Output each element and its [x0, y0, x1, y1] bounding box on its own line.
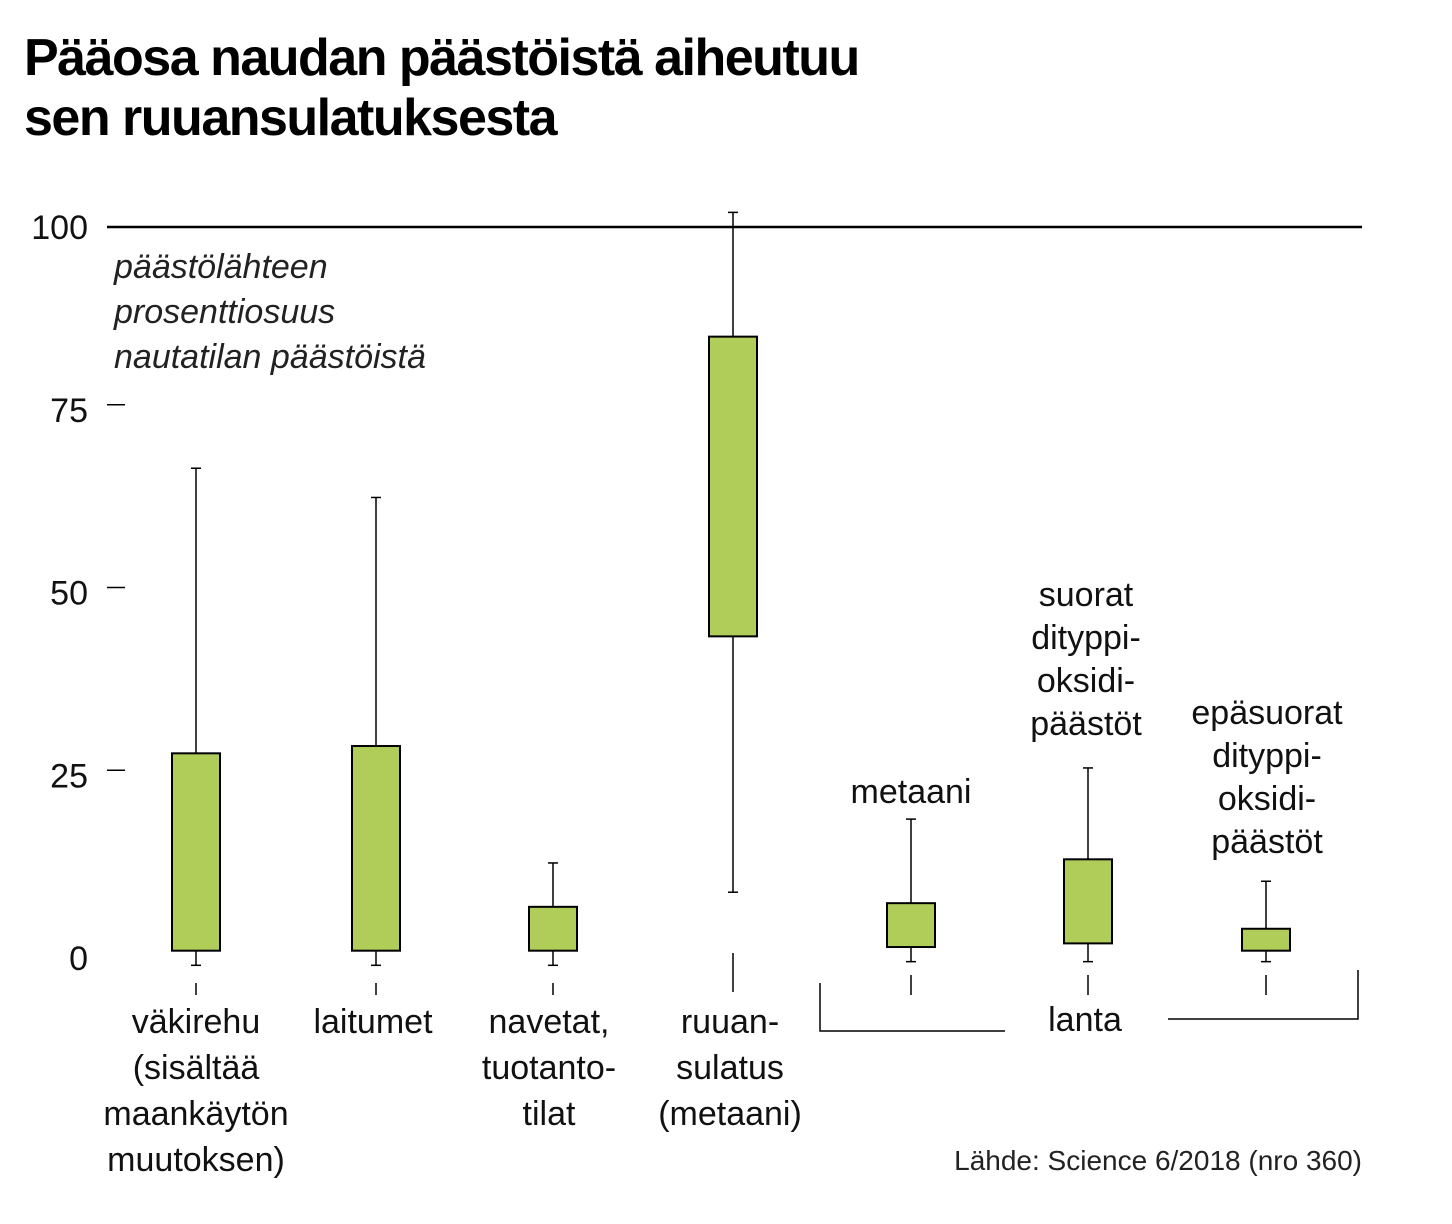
box-series — [171, 211, 1291, 995]
category-label-line: (metaani) — [658, 1095, 802, 1133]
category-label-line: maankäytön — [103, 1095, 288, 1133]
category-labels: väkirehu (sisältää maankäytön muutoksen) lai… — [103, 1003, 801, 1179]
y-tick-label: 50 — [50, 575, 88, 613]
group-label: lanta — [1048, 1001, 1122, 1039]
y-tick-label: 75 — [50, 392, 88, 430]
category-label-line: sulatus — [676, 1049, 784, 1087]
annotation-line: päästöt — [1211, 823, 1323, 861]
y-axis: 0 25 50 75 100 — [31, 209, 1362, 978]
category-label-line: navetat, — [489, 1003, 610, 1041]
box-1 — [171, 467, 221, 995]
bracket-right — [1168, 970, 1359, 1020]
y-axis-label-line: nautatilan päästöistä — [114, 338, 426, 376]
annotation-line: metaani — [851, 773, 972, 811]
annotation-line: epäsuorat — [1191, 694, 1343, 732]
category-label-line: muutoksen) — [107, 1141, 285, 1179]
group-bracket: lanta — [819, 970, 1359, 1039]
category-label-line: tilat — [523, 1095, 576, 1133]
y-tick-label: 25 — [50, 757, 88, 795]
box-rect — [886, 902, 936, 949]
y-axis-label-line: prosenttiosuus — [113, 293, 335, 331]
annotation-line: dityppi- — [1031, 619, 1141, 657]
source-note: Lähde: Science 6/2018 (nro 360) — [954, 1145, 1362, 1176]
y-axis-label-line: päästölähteen — [113, 248, 328, 286]
category-label-line: väkirehu — [132, 1003, 261, 1041]
category-label-line: ruuan- — [681, 1003, 779, 1041]
bracket-left — [819, 983, 1005, 1032]
y-tick-label: 0 — [69, 940, 88, 978]
box-2 — [351, 496, 401, 995]
chart-title-line: sen ruuansulatuksesta — [24, 89, 559, 147]
box-3 — [528, 862, 578, 995]
y-axis-label: päästölähteen prosenttiosuus nautatilan pä… — [113, 248, 426, 376]
box-6 — [1063, 767, 1113, 995]
annotation-line: dityppi- — [1212, 737, 1322, 775]
box-rect — [1063, 858, 1113, 945]
annotation-line: oksidi- — [1218, 780, 1316, 818]
category-label-line: (sisältää — [133, 1049, 260, 1087]
annotation-line: oksidi- — [1037, 662, 1135, 700]
box-rect — [708, 335, 758, 638]
annotation-line: suorat — [1039, 576, 1134, 614]
box-rect — [171, 752, 221, 952]
box-rect — [528, 905, 578, 952]
annotation-line: päästöt — [1030, 705, 1142, 743]
y-tick-label: 100 — [31, 209, 88, 247]
category-label-line: tuotanto- — [482, 1049, 616, 1087]
box-rect — [1241, 927, 1291, 952]
category-label-line: laitumet — [313, 1003, 433, 1041]
box-7 — [1241, 880, 1291, 995]
box-5 — [886, 818, 936, 995]
box-rect — [351, 745, 401, 952]
chart-title-line: Pääosa naudan päästöistä aiheutuu — [24, 29, 859, 87]
box-annotations: metaani suorat dityppi-oksidi-päästöt epäsu… — [851, 576, 1344, 861]
box-4 — [708, 211, 758, 992]
